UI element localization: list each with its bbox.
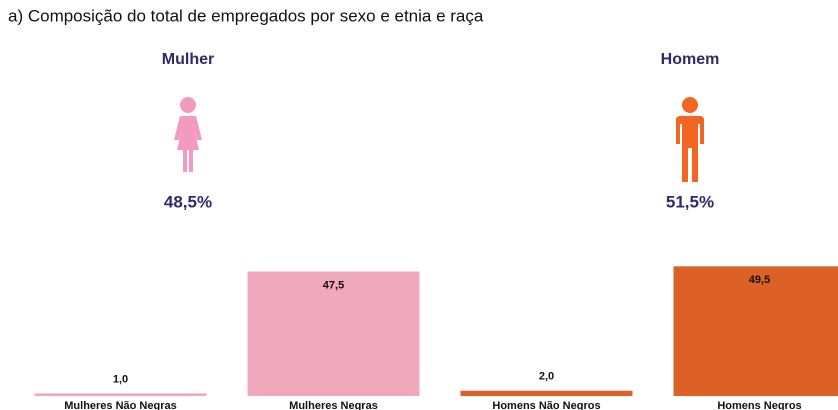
group-share: 51,5% <box>666 192 714 211</box>
x-tick-label: Homens Negros <box>717 400 801 410</box>
x-tick-label: Homens Não Negros <box>492 400 600 410</box>
x-tick-label: Mulheres Não Negras <box>64 400 176 410</box>
group-share: 48,5% <box>164 192 212 211</box>
value-label: 1,0 <box>113 373 128 385</box>
woman-icon <box>174 97 202 172</box>
value-label: 2,0 <box>539 371 554 383</box>
x-tick-label: Mulheres Negras <box>289 400 378 410</box>
bar <box>34 393 207 396</box>
bar <box>247 271 420 396</box>
value-label: 49,5 <box>749 274 770 286</box>
chart-title: a) Composição do total de empregados por… <box>8 6 484 25</box>
group-name: Mulher <box>162 51 214 68</box>
value-label: 47,5 <box>323 279 344 291</box>
man-icon <box>676 97 704 182</box>
bar <box>460 390 633 396</box>
group-name: Homem <box>661 51 720 68</box>
bar <box>673 266 838 396</box>
